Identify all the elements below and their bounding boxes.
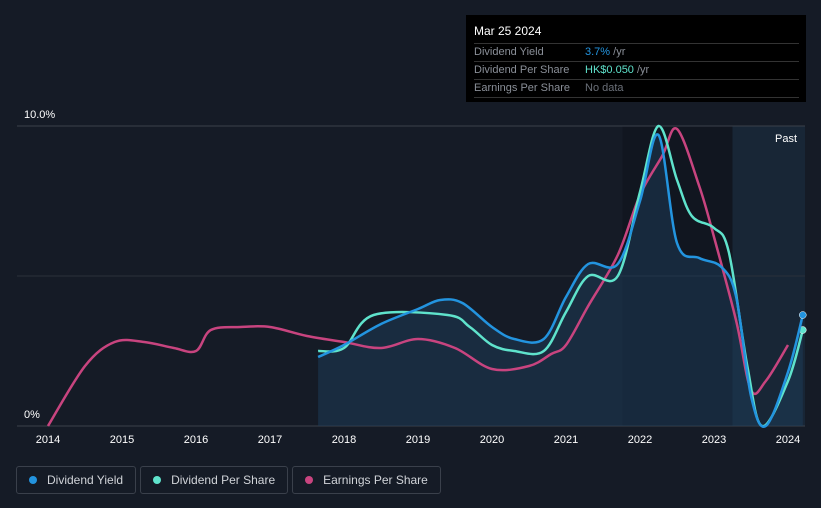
tooltip-date: Mar 25 2024	[474, 23, 799, 44]
dividend-yield-line	[317, 133, 805, 428]
legend-label: Dividend Yield	[47, 473, 124, 487]
tooltip-value: HK$0.050	[585, 64, 634, 76]
legend-dividend-per-share[interactable]: Dividend Per Share	[140, 466, 289, 494]
x-tick-label: 2017	[258, 434, 282, 446]
legend: Dividend Yield Dividend Per Share Earnin…	[16, 466, 441, 494]
y-tick-label: 10.0%	[24, 109, 55, 121]
legend-label: Earnings Per Share	[323, 473, 428, 487]
legend-label: Dividend Per Share	[171, 473, 276, 487]
x-tick-label: 2016	[184, 434, 208, 446]
tooltip-row-earnings-per-share: Earnings Per Share No data	[474, 80, 799, 98]
tooltip-label: Dividend Per Share	[474, 64, 570, 76]
tooltip-value: 3.7%	[585, 46, 611, 58]
x-tick-label: 2019	[406, 434, 430, 446]
tooltip-value: No data	[585, 82, 624, 94]
tooltip: Mar 25 2024 Dividend Yield 3.7% /yr Divi…	[466, 15, 806, 102]
x-tick-label: 2021	[554, 434, 578, 446]
x-tick-label: 2022	[628, 434, 652, 446]
tooltip-label: Dividend Yield	[474, 46, 544, 58]
x-tick-label: 2018	[332, 434, 356, 446]
legend-earnings-per-share[interactable]: Earnings Per Share	[292, 466, 441, 494]
x-tick-label: 2024	[776, 434, 800, 446]
dot-icon	[29, 476, 37, 484]
dot-icon	[305, 476, 314, 484]
tooltip-label: Earnings Per Share	[474, 82, 570, 94]
y-tick-label: 0%	[24, 409, 40, 421]
earnings-per-share-line	[46, 127, 790, 427]
x-tick-label: 2023	[702, 434, 726, 446]
x-tick-label: 2015	[110, 434, 134, 446]
tooltip-suffix: /yr	[633, 64, 650, 76]
past-label: Past	[775, 133, 797, 145]
tooltip-suffix: /yr	[610, 46, 626, 58]
dividend-yield-end-point	[799, 311, 807, 319]
tooltip-row-dividend-per-share: Dividend Per Share HK$0.050 /yr	[474, 62, 799, 80]
legend-dividend-yield[interactable]: Dividend Yield	[16, 466, 137, 494]
dot-icon	[153, 476, 162, 484]
x-tick-label: 2020	[480, 434, 504, 446]
x-tick-label: 2014	[36, 434, 60, 446]
dividend-yield-area	[318, 134, 803, 427]
tooltip-row-dividend-yield: Dividend Yield 3.7% /yr	[474, 44, 799, 62]
